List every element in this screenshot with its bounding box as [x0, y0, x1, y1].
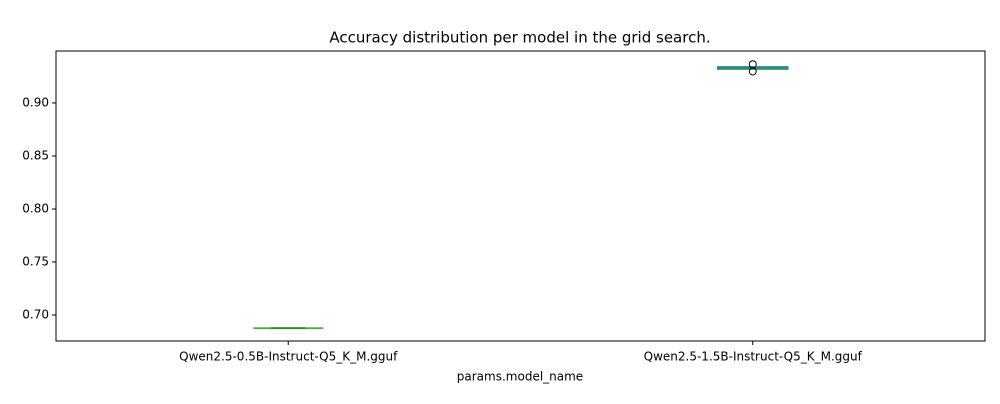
y-tick-label: 0.75: [22, 255, 49, 269]
flier: [748, 67, 757, 76]
x-tick-label: Qwen2.5-0.5B-Instruct-Q5_K_M.gguf: [179, 350, 398, 364]
plot-frame: [55, 50, 986, 342]
y-tick-label: 0.90: [22, 95, 49, 109]
y-tick-label: 0.70: [22, 308, 49, 322]
y-tick-label: 0.85: [22, 148, 49, 162]
chart-title: Accuracy distribution per model in the g…: [329, 29, 710, 47]
y-tick-label: 0.80: [22, 201, 49, 215]
x-axis-label: params.model_name: [457, 370, 583, 384]
x-tick-label: Qwen2.5-1.5B-Instruct-Q5_K_M.gguf: [644, 350, 863, 364]
